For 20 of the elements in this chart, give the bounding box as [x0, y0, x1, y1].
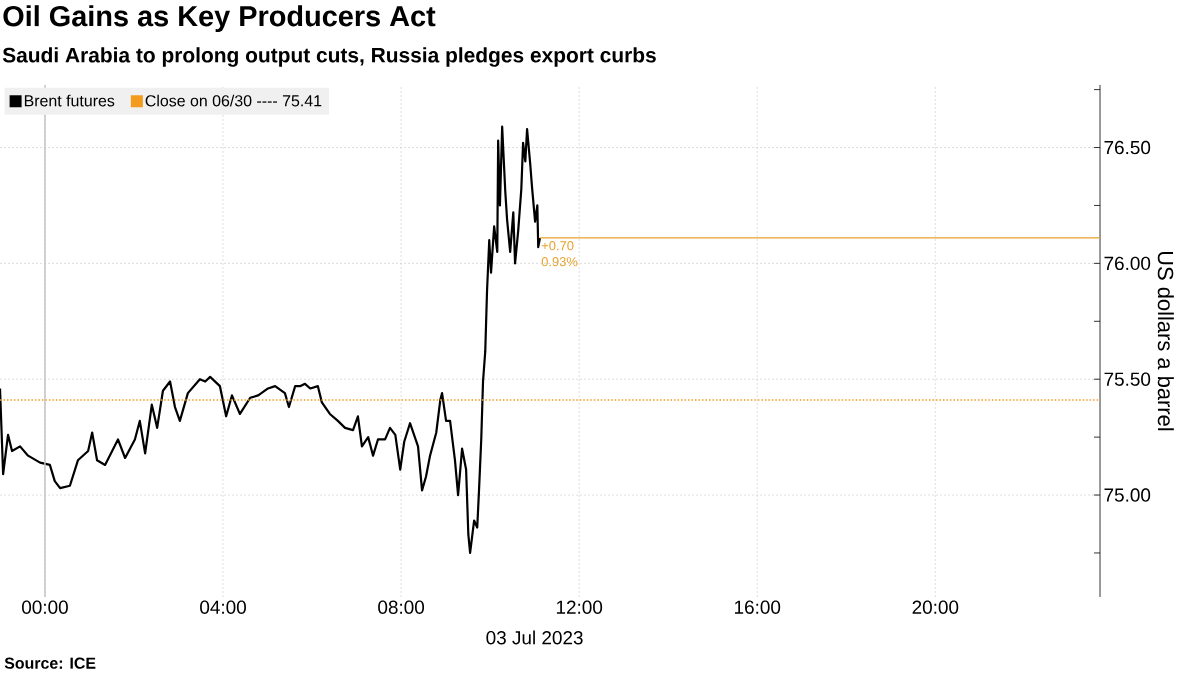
annotation: 0.93% — [541, 257, 578, 267]
line-series — [0, 125, 542, 555]
annotation: +0.70 — [541, 241, 574, 251]
x-tick-label: 12:00 — [556, 600, 603, 614]
y-tick-label: 76.00 — [1104, 256, 1151, 271]
legend-label: Brent futures — [24, 94, 115, 107]
source-note: Source: ICE — [4, 657, 96, 669]
y-tick-label: 76.50 — [1104, 140, 1151, 155]
x-axis-title: 03 Jul 2023 — [486, 630, 583, 645]
x-tick-label: 00:00 — [22, 600, 68, 614]
x-tick-label: 04:00 — [200, 600, 246, 614]
legend-label: Close on 06/30 ---- 75.41 — [145, 94, 322, 107]
x-tick-label: 20:00 — [912, 600, 959, 614]
x-tick-label: 08:00 — [378, 600, 425, 614]
y-tick-label: 75.00 — [1104, 488, 1151, 502]
y-axis-title: US dollars a barrel — [1157, 251, 1174, 431]
x-tick-label: 16:00 — [735, 600, 781, 614]
chart-subtitle: Saudi Arabia to prolong output cuts, Russia pledges export curbs — [2, 47, 656, 67]
chart-title: Oil Gains as Key Producers Act — [3, 5, 436, 33]
y-tick-label: 75.50 — [1104, 372, 1151, 386]
